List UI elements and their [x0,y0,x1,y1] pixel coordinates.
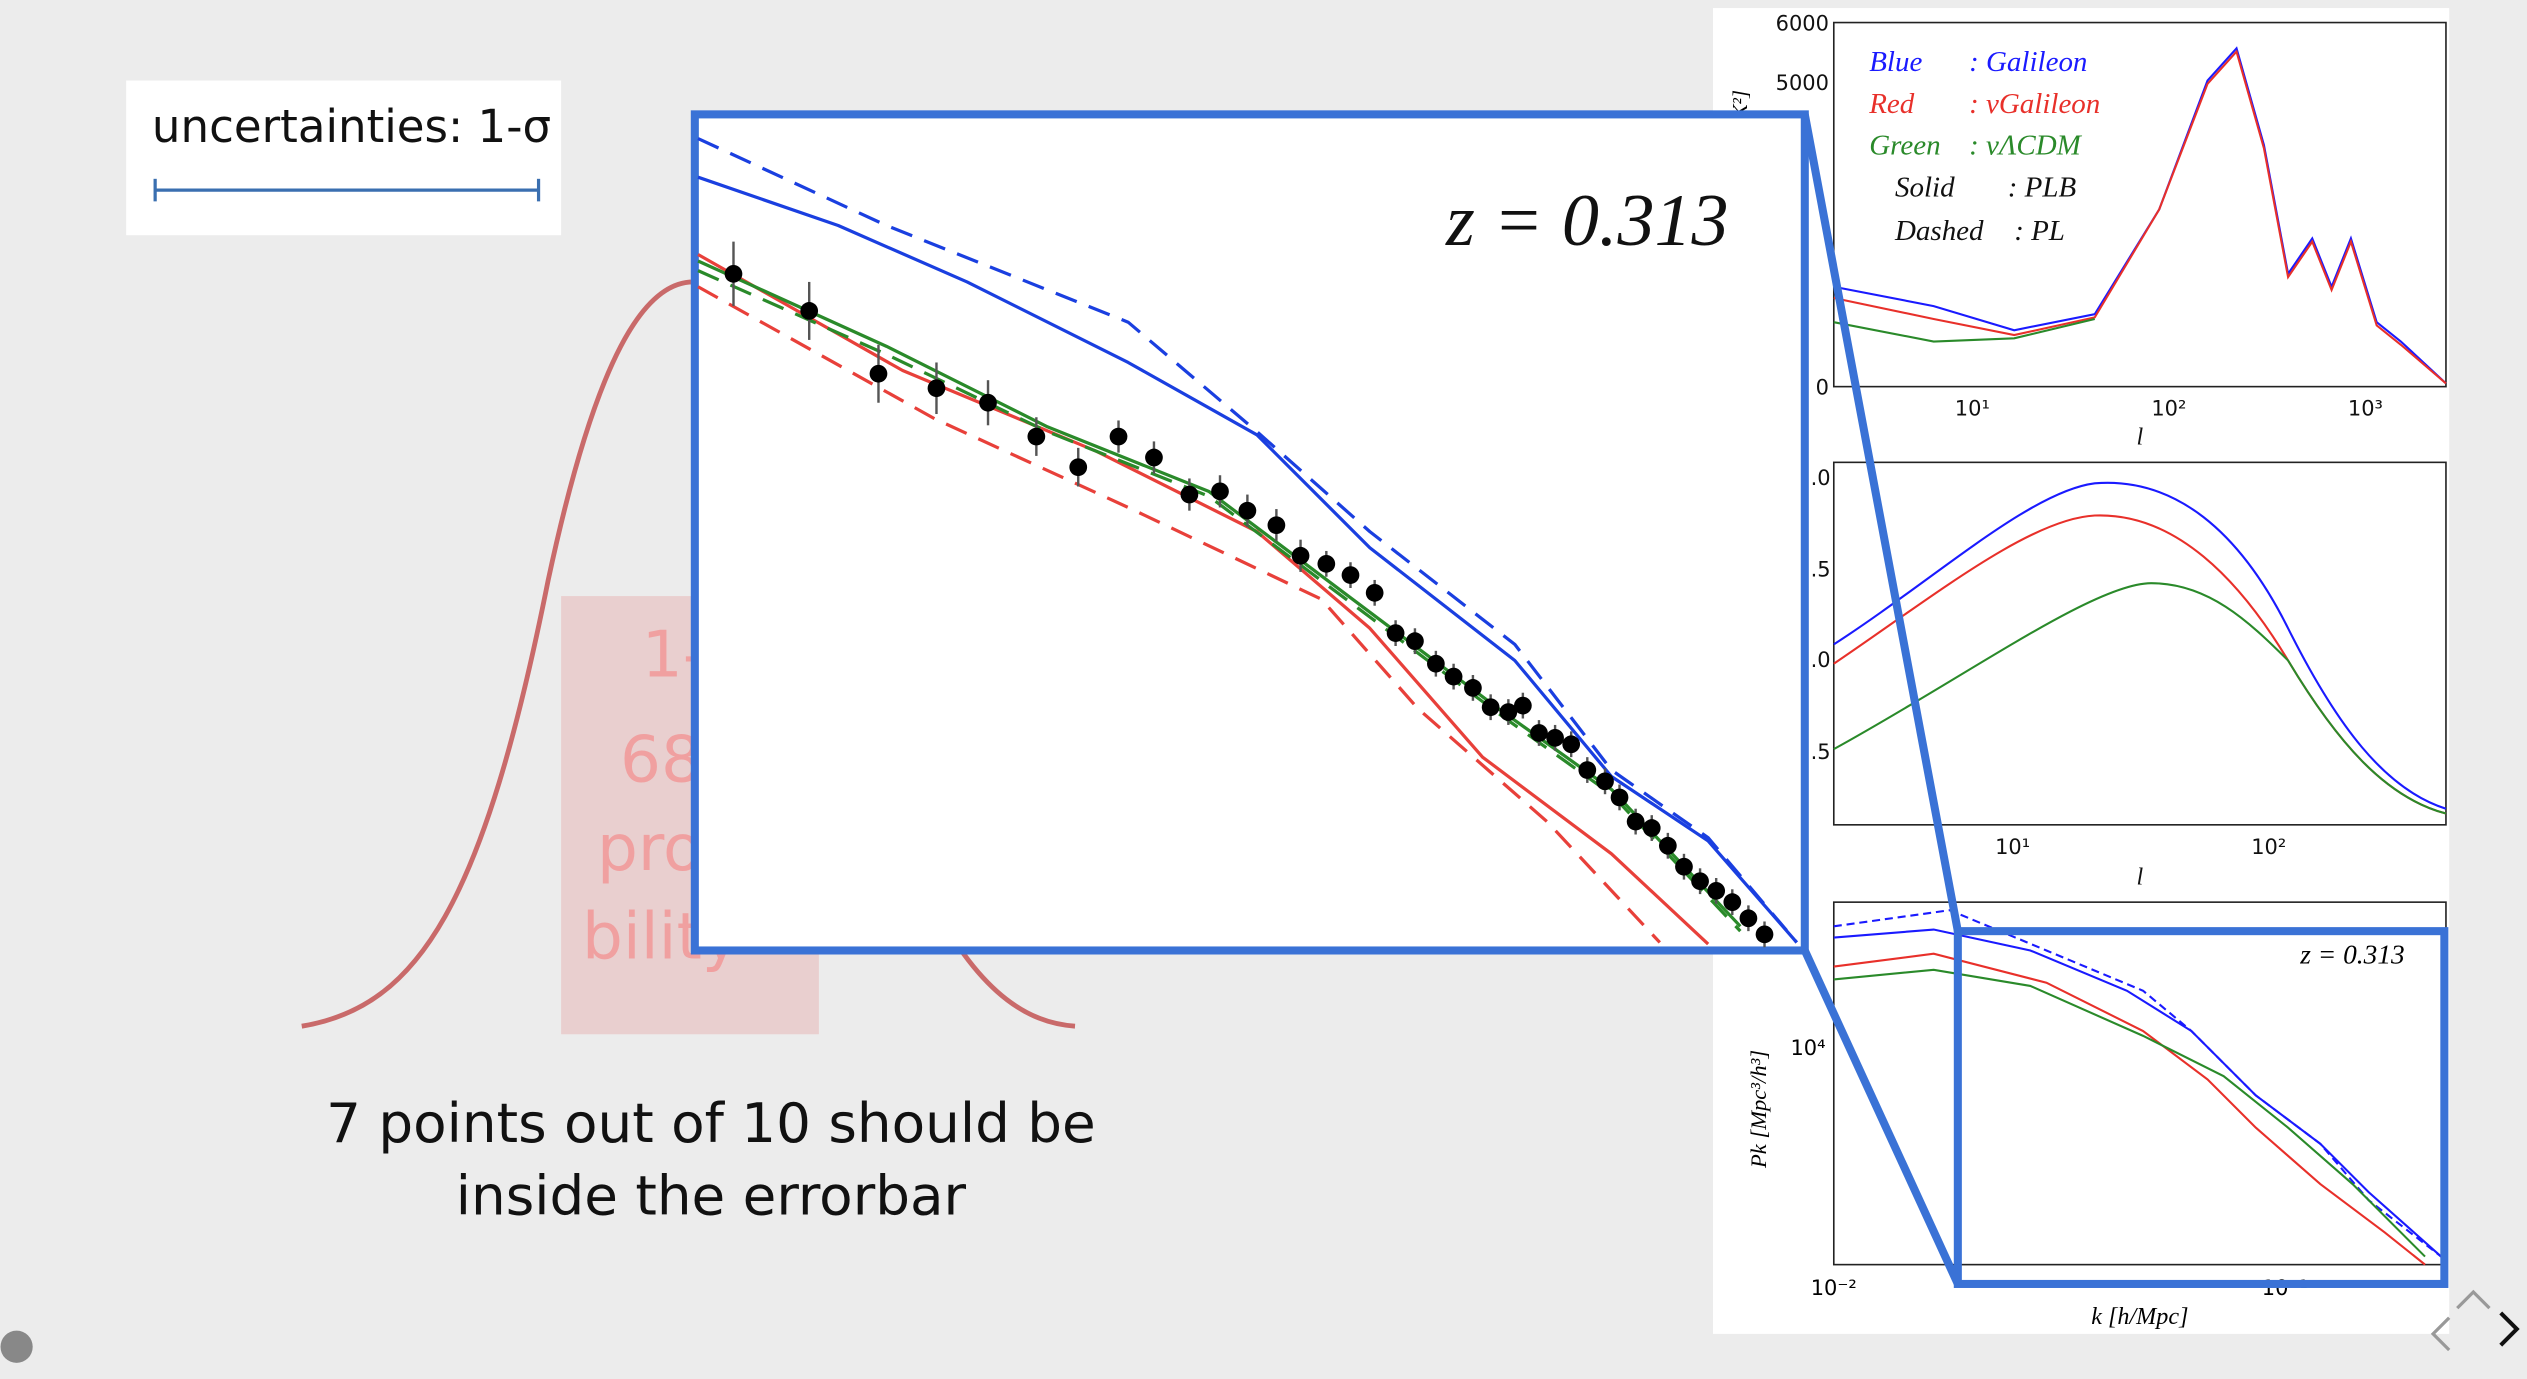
zoom-label: z = 0.313 [1445,180,1729,262]
curve [1833,968,2426,1258]
x-tick-label: 10² [2251,835,2286,859]
figure [1712,8,2450,1334]
data-point [1069,458,1088,477]
nav-next[interactable] [2499,1311,2520,1347]
curve [1833,582,2447,815]
legend-name: Solid [1895,172,1955,204]
data-point [1642,819,1661,837]
curve [1833,952,2426,1266]
data-point [1027,427,1046,446]
nav-prev[interactable] [2430,1316,2451,1352]
data-point [1291,546,1310,565]
curve [1833,317,2096,343]
data-point [1755,925,1774,944]
y-tick-label: .0 [1811,466,1831,490]
y-tick-label: .0 [1811,648,1831,672]
data-point [1658,836,1677,855]
x-tick-label: 10³ [2348,397,2383,421]
curve [1833,481,2447,810]
data-point [1723,893,1742,912]
data-point [1739,909,1758,928]
data-point [1578,761,1597,779]
y-tick-label: 5000 [1776,71,1829,95]
x-tick-label: 10¹ [1995,835,2030,859]
x-label: l [2137,863,2144,890]
data-point [1341,566,1360,584]
y-tick-label: 10⁴ [1790,1036,1825,1060]
data-point [1427,654,1445,673]
legend-desc: : νGalileon [1969,88,2100,120]
legend-name: Blue [1869,46,1922,78]
y-tick-label: .5 [1811,558,1831,582]
data-point [1406,632,1424,651]
data-point [1530,724,1548,742]
data-point [869,364,888,383]
x-tick-label: 10⁻² [1811,1276,1857,1300]
data-point [1267,516,1286,535]
data-point [1238,501,1257,520]
data-point [979,393,997,412]
zoom-curves [697,137,1798,946]
x-tick-label: 10¹ [1955,397,1990,421]
data-point [1211,482,1229,501]
data-point [1691,872,1709,891]
nav-up[interactable] [2456,1289,2491,1310]
legend-name: Red [1868,88,1915,120]
panel-1-axes [1832,21,2447,388]
data-point [1546,728,1564,747]
x-label: k [h/Mpc] [2091,1303,2188,1330]
data-point [1180,485,1199,504]
zoom-region [1953,927,2449,1288]
legend-desc: : PL [2014,215,2065,247]
legend-name: Green [1869,130,1940,162]
legend-box [126,80,562,236]
data-point [724,265,743,283]
caption: inside the errorbar [456,1164,967,1228]
data-point [800,302,819,320]
heart-icon[interactable] [0,1330,33,1363]
data-point [1499,703,1518,721]
curve [1833,909,2442,1258]
zoom-box [690,110,1809,955]
legend-title: uncertainties: 1-σ [152,100,551,153]
data-point [1626,812,1645,831]
data-point [1365,583,1384,602]
legend-desc: : Galileon [1969,46,2087,78]
data-point [1707,882,1726,900]
x-label: l [2137,424,2144,451]
zoom-data-points [724,241,1774,948]
errorbar-sample [153,178,541,202]
caption: 7 points out of 10 should be [326,1091,1096,1155]
legend-desc: : νΛCDM [1969,130,2083,162]
data-point [1464,679,1482,697]
y-tick-label: 6000 [1776,12,1829,36]
panel-label: z = 0.313 [2299,939,2404,969]
data-point [1675,857,1693,876]
y-tick-label: .5 [1811,740,1831,764]
data-point [1514,696,1532,715]
shaded-text: pro [597,811,702,886]
data-point [1145,448,1163,467]
data-point [1386,624,1405,642]
x-tick-label: 10⁻¹ [2262,1276,2308,1300]
x-tick-label: 10² [2151,397,2186,421]
data-point [1317,554,1336,573]
data-point [1562,735,1581,754]
data-point [1596,772,1614,791]
data-point [1109,427,1128,446]
data-point [1481,698,1500,717]
data-point [1444,667,1463,686]
legend-name: Dashed [1894,215,1984,247]
y-tick-label: 0 [1816,376,1829,400]
data-point [1610,788,1629,807]
legend-desc: : PLB [2008,172,2077,204]
zoom-connector [1800,113,1962,1286]
y-label: Pk [Mpc³/h³] [1746,1050,1771,1169]
curve [1833,49,2447,385]
shaded-text: 68 [620,722,702,797]
data-point [927,379,946,398]
